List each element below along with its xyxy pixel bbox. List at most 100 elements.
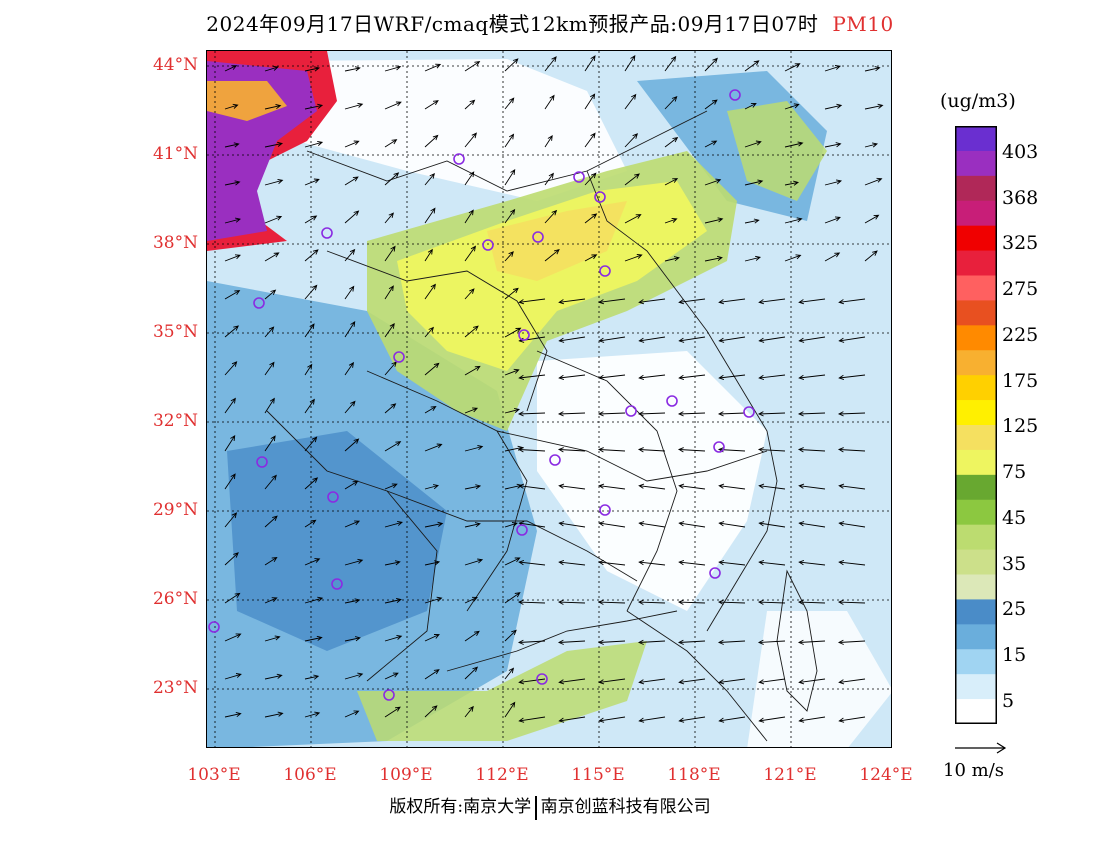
wind-arrow xyxy=(424,326,434,338)
city-marker xyxy=(599,504,611,516)
city-marker xyxy=(549,454,561,466)
wind-arrow xyxy=(624,173,640,186)
lon-label: 109°E xyxy=(379,765,433,785)
wind-arrow xyxy=(464,365,481,376)
city-marker xyxy=(625,405,637,417)
wind-arrow xyxy=(838,483,866,490)
wind-arrow xyxy=(678,298,706,305)
wind-arrow xyxy=(344,66,361,72)
wind-arrow xyxy=(424,173,435,186)
wind-arrow xyxy=(304,249,319,262)
wind-arrow xyxy=(464,484,482,490)
wind-arrow xyxy=(598,483,626,490)
wind-arrow xyxy=(677,639,706,645)
wind-arrow xyxy=(517,599,546,605)
wind-arrow xyxy=(344,321,356,338)
city-marker xyxy=(536,673,548,685)
lat-label: 29°N xyxy=(152,500,198,520)
wind-arrow xyxy=(504,522,519,528)
wind-arrow xyxy=(344,598,361,604)
title-main: 2024年09月17日WRF/cmaq模式12km预报产品:09月17日07时 xyxy=(206,12,819,36)
wind-arrow xyxy=(758,298,786,305)
colorbar-label: 75 xyxy=(1002,461,1027,483)
colorbar-swatch xyxy=(955,499,997,526)
wind-arrow xyxy=(598,336,626,343)
clean-area-east xyxy=(537,351,767,611)
wind-arrow xyxy=(264,556,278,566)
city-marker xyxy=(743,406,755,418)
wind-arrow xyxy=(638,336,666,343)
wind-arrow xyxy=(304,635,323,642)
wind-arrow xyxy=(304,558,321,566)
wind-arrow xyxy=(504,251,514,262)
wind-arrow xyxy=(838,374,866,381)
wind-arrow xyxy=(344,285,355,300)
lon-label: 115°E xyxy=(571,765,625,785)
wind-arrow xyxy=(718,521,746,528)
wind-arrow xyxy=(224,673,242,680)
wind-arrow xyxy=(717,639,746,645)
city-marker xyxy=(516,524,528,536)
wind-arrow xyxy=(224,473,236,490)
wind-arrow xyxy=(384,139,398,148)
colorbar-swatch xyxy=(955,175,997,202)
wind-arrow xyxy=(837,411,866,417)
wind-arrow xyxy=(304,519,317,528)
colorbar-swatch xyxy=(955,624,997,650)
colorbar-swatch xyxy=(955,325,997,351)
city-marker xyxy=(532,231,544,243)
wind-arrow xyxy=(798,559,826,566)
wind-arrow xyxy=(864,214,880,224)
wind-arrow xyxy=(638,559,666,566)
colorbar-swatch xyxy=(955,350,997,376)
colorbar-swatch xyxy=(955,549,997,575)
colorbar-label: 125 xyxy=(1002,415,1039,437)
wind-arrow xyxy=(264,104,282,110)
wind-arrow xyxy=(677,599,706,605)
city-marker xyxy=(713,441,725,453)
wind-arrow xyxy=(584,254,598,262)
wind-arrow xyxy=(837,599,866,605)
colorbar-unit: (ug/m3) xyxy=(940,90,1016,112)
wind-arrow xyxy=(544,209,558,224)
wind-arrow xyxy=(464,407,479,414)
wind-arrow xyxy=(464,558,484,566)
wind-arrow xyxy=(757,411,786,417)
wind-arrow xyxy=(518,374,546,381)
lat-label: 44°N xyxy=(152,55,198,75)
colorbar-swatch xyxy=(955,225,997,252)
wind-arrow xyxy=(544,249,560,262)
colorbar xyxy=(955,126,997,724)
wind-arrow xyxy=(784,217,803,224)
wind-arrow xyxy=(718,678,746,685)
city-marker xyxy=(327,491,339,503)
city-marker xyxy=(594,191,606,203)
colorbar-swatch xyxy=(955,674,997,700)
wind-arrow xyxy=(864,142,879,148)
wind-arrow xyxy=(504,592,521,604)
wind-arrow xyxy=(264,215,283,224)
wind-arrow xyxy=(344,210,360,224)
wind-arrow xyxy=(664,178,679,186)
wind-arrow xyxy=(557,411,586,417)
wind-arrow xyxy=(798,678,826,685)
wind-arrow xyxy=(637,411,666,417)
wind-arrow xyxy=(504,58,519,72)
footer-right: 南京创蓝科技有限公司 xyxy=(540,797,711,817)
colorbar-swatches xyxy=(955,126,997,724)
wind-arrow xyxy=(464,522,481,528)
wind-arrow xyxy=(864,177,883,186)
wind-arrow xyxy=(424,207,436,224)
wind-arrow xyxy=(384,520,403,528)
city-marker xyxy=(729,89,741,101)
colorbar-label: 175 xyxy=(1002,370,1039,392)
colorbar-swatch xyxy=(955,524,997,551)
wind-arrow xyxy=(784,141,804,148)
lon-label: 112°E xyxy=(475,765,529,785)
wind-arrow xyxy=(424,705,438,718)
wind-arrow xyxy=(717,411,746,417)
wind-arrow xyxy=(798,521,826,528)
wind-arrow xyxy=(624,93,637,110)
wind-arrow xyxy=(704,217,724,224)
wind-arrow xyxy=(838,716,866,723)
